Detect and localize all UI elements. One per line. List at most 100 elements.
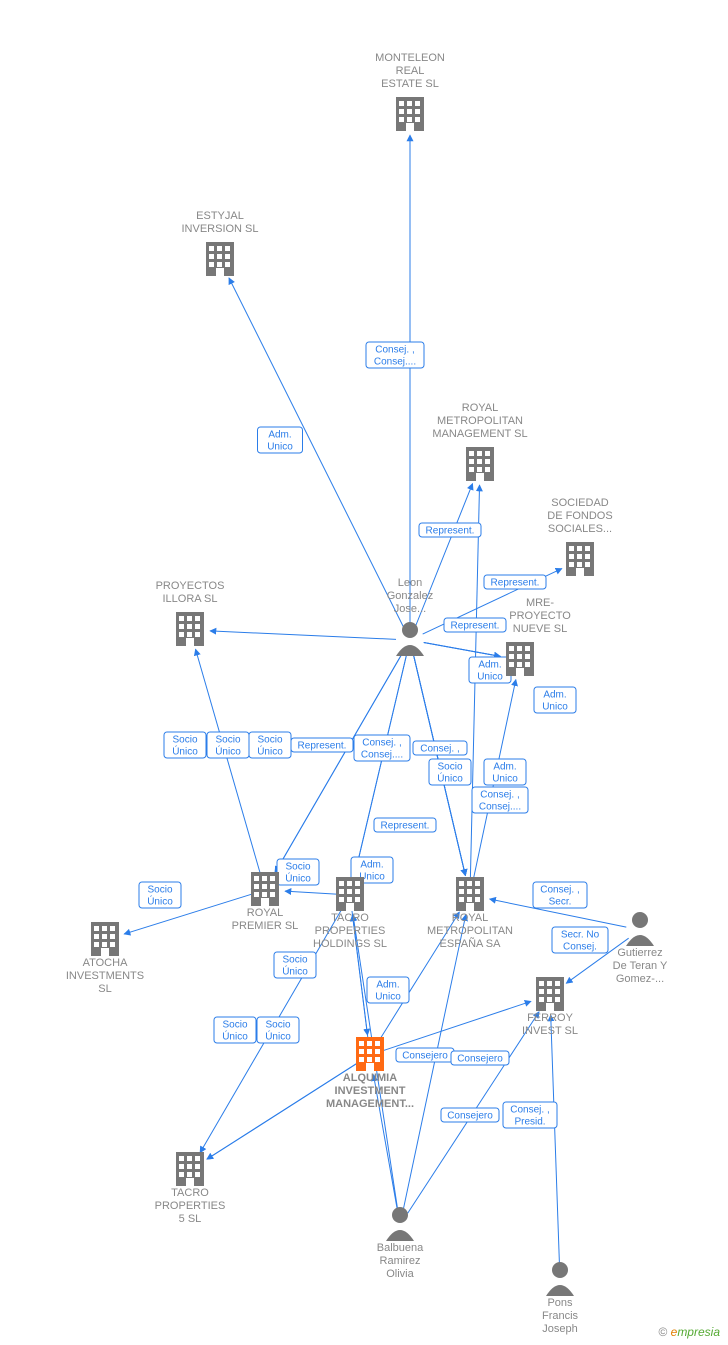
node-label: Francis <box>542 1310 579 1322</box>
person-icon <box>386 1207 414 1241</box>
edge-label: Consej. , <box>362 738 401 749</box>
edge-label: Consej. <box>563 942 597 953</box>
company-icon <box>456 877 484 911</box>
node-label: ILLORA SL <box>162 593 217 605</box>
node-label: Olivia <box>386 1268 414 1280</box>
node-label: INVESTMENT <box>335 1085 406 1097</box>
edge-label: Único <box>285 872 311 885</box>
node-label: SOCIALES... <box>548 523 612 535</box>
edge-label: Consejero <box>457 1054 503 1065</box>
node-label: FERROY <box>527 1012 574 1024</box>
edge-label: Socio <box>265 1020 290 1031</box>
node-label: DE FONDOS <box>547 510 612 522</box>
person-icon <box>626 912 654 946</box>
edge-label: Unico <box>492 774 518 785</box>
edge-label: Socio <box>147 885 172 896</box>
footer-copyright: © empresia <box>658 1325 720 1339</box>
edge <box>383 1001 531 1050</box>
company-icon <box>506 642 534 676</box>
edge-label: Represent. <box>451 621 500 632</box>
node-label: Gonzalez <box>387 590 433 602</box>
edge-label: Consej.... <box>361 750 403 761</box>
node-label: TACRO <box>171 1187 209 1199</box>
edge-label: Único <box>265 1030 291 1043</box>
node-label: PROYECTOS <box>156 580 225 592</box>
company-icon <box>466 447 494 481</box>
person-icon <box>396 622 424 656</box>
edge-label: Socio <box>215 735 240 746</box>
edge <box>207 1063 358 1160</box>
edge-label: Unico <box>542 702 568 713</box>
edge-label: Único <box>257 745 283 758</box>
node-label: 5 SL <box>179 1213 202 1225</box>
node-label: METROPOLITAN <box>427 925 513 937</box>
edge <box>285 891 336 894</box>
node-label: TACRO <box>331 912 369 924</box>
node-label: HOLDINGS SL <box>313 938 387 950</box>
edge-label: Unico <box>375 992 401 1003</box>
edge-label: Consej.... <box>479 802 521 813</box>
edge <box>229 278 404 628</box>
edge-label: Único <box>437 772 463 785</box>
edge-label: Único <box>282 965 308 978</box>
company-icon <box>356 1037 384 1071</box>
node-label: Pons <box>547 1297 573 1309</box>
edge-label: Socio <box>285 862 310 873</box>
node-label: PROPERTIES <box>155 1200 226 1212</box>
edge <box>355 654 407 876</box>
edge-label: Represent. <box>491 578 540 589</box>
node-label: Ramirez <box>380 1255 421 1267</box>
node-label: ESTYJAL <box>196 210 244 222</box>
edge-label: Represent. <box>426 526 475 537</box>
node-label: Gutierrez <box>617 947 662 959</box>
node-label: ATOCHA <box>83 957 128 969</box>
node-label: ALQUIMIA <box>343 1072 397 1084</box>
company-icon <box>176 1152 204 1186</box>
node-label: MANAGEMENT SL <box>432 428 527 440</box>
edge <box>275 652 403 873</box>
company-icon <box>566 542 594 576</box>
edge-label: Único <box>222 1030 248 1043</box>
node-label: De Teran Y <box>613 960 668 972</box>
node-label: ROYAL <box>462 402 498 414</box>
edge-label: Único <box>215 745 241 758</box>
node-label: Jose... <box>394 603 426 615</box>
edge-label: Socio <box>172 735 197 746</box>
node-label: ESTATE SL <box>381 78 439 90</box>
edge-label: Adm. <box>478 660 501 671</box>
node-label: MRE- <box>526 597 554 609</box>
edge-label: Consej. , <box>480 790 519 801</box>
edge-label: Consejero <box>402 1051 448 1062</box>
edge-label: Adm. <box>360 860 383 871</box>
edge <box>196 649 262 876</box>
node-label: Leon <box>398 577 422 589</box>
company-icon <box>91 922 119 956</box>
edge-label: Socio <box>222 1020 247 1031</box>
node-label: Balbuena <box>377 1242 424 1254</box>
edge-label: Socio <box>257 735 282 746</box>
node-label: INVERSION SL <box>181 223 258 235</box>
company-icon <box>206 242 234 276</box>
edge-label: Socio <box>437 762 462 773</box>
edge-label: Consej. , <box>375 345 414 356</box>
node-label: MONTELEON <box>375 52 445 64</box>
node-label: SOCIEDAD <box>551 497 609 509</box>
edge-label: Consej. , <box>540 885 579 896</box>
node-label: ROYAL <box>452 912 488 924</box>
node-label: INVESTMENTS <box>66 970 144 982</box>
edge-label: Adm. <box>268 430 291 441</box>
edge-label: Secr. <box>549 897 572 908</box>
node-label: ESPAÑA SA <box>440 937 502 950</box>
node-label: PROYECTO <box>509 610 571 622</box>
edge-label: Socio <box>282 955 307 966</box>
node-label: Joseph <box>542 1323 577 1335</box>
edge-label: Adm. <box>493 762 516 773</box>
edge-label: Único <box>147 895 173 908</box>
company-icon <box>536 977 564 1011</box>
node-label: SL <box>98 983 111 995</box>
edge-label: Unico <box>267 442 293 453</box>
node-label: Gomez-... <box>616 973 664 985</box>
edge <box>551 1015 560 1266</box>
company-icon <box>396 97 424 131</box>
edge <box>210 631 396 639</box>
